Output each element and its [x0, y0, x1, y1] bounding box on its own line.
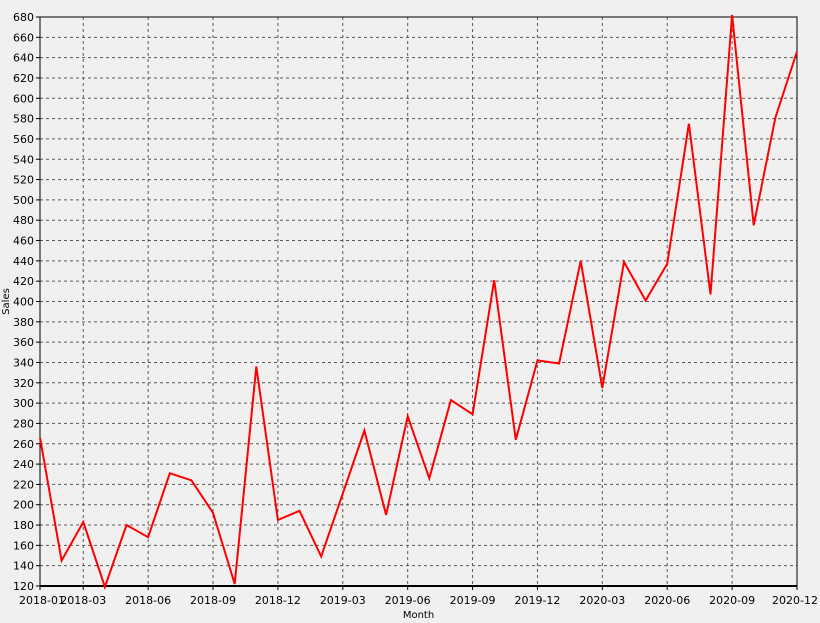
y-tick-label: 520 — [13, 174, 34, 187]
x-tick-label: 2019-12 — [514, 594, 560, 607]
tick-labels: 120 140 160 180 200 220 240 260 280 300 320 340 360 3… — [13, 11, 818, 607]
y-tick-label: 200 — [13, 499, 34, 512]
y-tick-label: 640 — [13, 52, 34, 65]
x-tick-label: 2019-09 — [450, 594, 496, 607]
y-tick-label: 280 — [13, 417, 34, 430]
y-tick-label: 440 — [13, 255, 34, 268]
series-line — [39, 14, 798, 591]
y-tick-label: 600 — [13, 92, 34, 105]
x-tick-label: 2020-06 — [644, 594, 690, 607]
y-tick-label: 140 — [13, 560, 34, 573]
series-layer — [39, 14, 798, 591]
x-tick-label: 2018-06 — [125, 594, 171, 607]
y-tick-label: 420 — [13, 275, 34, 288]
x-tick-label: 2019-06 — [385, 594, 431, 607]
y-tick-label: 260 — [13, 438, 34, 451]
y-tick-label: 220 — [13, 478, 34, 491]
y-tick-label: 620 — [13, 72, 34, 85]
y-tick-label: 240 — [13, 458, 34, 471]
y-tick-label: 680 — [13, 11, 34, 24]
y-tick-label: 500 — [13, 194, 34, 207]
y-tick-label: 160 — [13, 539, 34, 552]
y-tick-label: 660 — [13, 31, 34, 44]
y-tick-label: 540 — [13, 153, 34, 166]
y-tick-label: 180 — [13, 519, 34, 532]
y-tick-label: 300 — [13, 397, 34, 410]
x-tick-label: 2018-01 — [19, 594, 65, 607]
x-tick-label: 2020-12 — [772, 594, 818, 607]
y-tick-label: 320 — [13, 377, 34, 390]
y-axis-title: Sales — [1, 288, 12, 315]
y-tick-label: 560 — [13, 133, 34, 146]
y-tick-label: 380 — [13, 316, 34, 329]
x-tick-label: 2018-12 — [255, 594, 301, 607]
y-tick-label: 120 — [13, 580, 34, 593]
x-tick-label: 2020-09 — [709, 594, 755, 607]
y-tick-label: 460 — [13, 235, 34, 248]
x-tick-label: 2018-03 — [60, 594, 106, 607]
x-tick-label: 2020-03 — [579, 594, 625, 607]
x-axis-title: Month — [403, 610, 434, 621]
y-tick-label: 340 — [13, 356, 34, 369]
y-tick-label: 400 — [13, 296, 34, 309]
y-tick-label: 360 — [13, 336, 34, 349]
axes — [36, 16, 798, 590]
x-tick-label: 2018-09 — [190, 594, 236, 607]
y-tick-label: 580 — [13, 113, 34, 126]
x-tick-label: 2019-03 — [320, 594, 366, 607]
y-tick-label: 480 — [13, 214, 34, 227]
grid — [39, 16, 798, 587]
